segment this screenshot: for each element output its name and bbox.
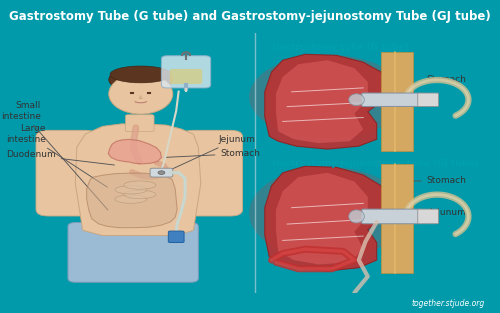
FancyBboxPatch shape — [68, 223, 198, 282]
Ellipse shape — [109, 67, 173, 93]
FancyBboxPatch shape — [162, 56, 210, 88]
Polygon shape — [265, 54, 386, 149]
FancyBboxPatch shape — [126, 115, 154, 131]
FancyBboxPatch shape — [381, 164, 412, 273]
Ellipse shape — [249, 55, 406, 139]
Text: Jejunum: Jejunum — [172, 135, 255, 169]
Text: Stomach: Stomach — [164, 149, 260, 158]
Ellipse shape — [348, 210, 364, 223]
Ellipse shape — [115, 195, 147, 203]
Ellipse shape — [110, 66, 172, 83]
Text: Gastrostomy tube (G tube): Gastrostomy tube (G tube) — [272, 43, 409, 52]
FancyBboxPatch shape — [181, 130, 242, 216]
FancyBboxPatch shape — [381, 52, 412, 151]
Text: Duodenum: Duodenum — [6, 151, 114, 165]
Text: Gastrostomy-jejunostomy tube (GJ tube): Gastrostomy-jejunostomy tube (GJ tube) — [272, 159, 478, 168]
FancyBboxPatch shape — [418, 209, 438, 224]
FancyBboxPatch shape — [418, 93, 438, 106]
Polygon shape — [76, 124, 201, 235]
Polygon shape — [276, 60, 368, 143]
Ellipse shape — [124, 190, 156, 199]
FancyBboxPatch shape — [168, 231, 184, 243]
Ellipse shape — [115, 186, 147, 194]
FancyBboxPatch shape — [362, 93, 420, 106]
Ellipse shape — [124, 181, 156, 189]
Text: together.stjude.org: together.stjude.org — [412, 299, 485, 308]
FancyBboxPatch shape — [150, 168, 173, 177]
Polygon shape — [265, 166, 386, 271]
Text: Jejunum: Jejunum — [400, 208, 466, 219]
Ellipse shape — [249, 167, 406, 259]
Polygon shape — [108, 139, 162, 164]
FancyBboxPatch shape — [36, 130, 98, 216]
Ellipse shape — [109, 74, 173, 114]
Polygon shape — [86, 173, 177, 228]
Text: Large
intestine: Large intestine — [6, 125, 108, 187]
FancyBboxPatch shape — [362, 209, 420, 224]
Circle shape — [158, 171, 165, 174]
Text: Small
intestine: Small intestine — [1, 101, 108, 210]
Text: Stomach: Stomach — [400, 75, 466, 87]
Polygon shape — [276, 173, 368, 264]
Text: Stomach: Stomach — [400, 177, 466, 185]
Text: Gastrostomy Tube (G tube) and Gastrostomy-jejunostomy Tube (GJ tube): Gastrostomy Tube (G tube) and Gastrostom… — [9, 10, 491, 23]
Ellipse shape — [348, 94, 364, 106]
FancyBboxPatch shape — [170, 69, 202, 84]
